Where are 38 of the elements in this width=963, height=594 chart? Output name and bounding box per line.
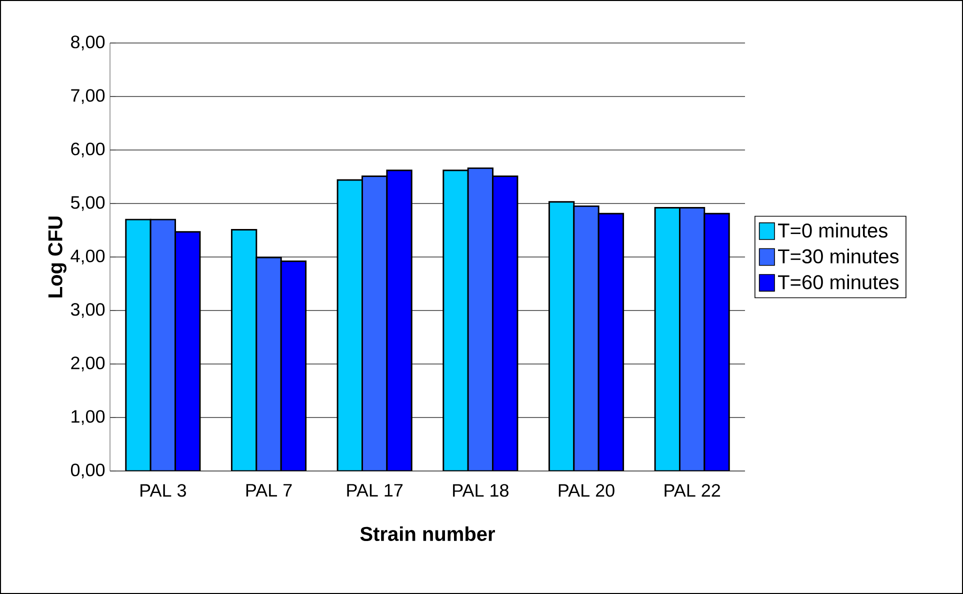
bar [280, 260, 307, 471]
y-tick-label: 3,00 [70, 303, 105, 318]
bar [442, 170, 469, 471]
x-axis-title: Strain number [360, 526, 495, 542]
legend-label: T=0 minutes [778, 222, 888, 238]
bar [386, 170, 412, 471]
bar [704, 212, 730, 471]
x-tick-label: PAL 7 [246, 484, 292, 496]
bar [573, 205, 600, 471]
bar [125, 218, 152, 471]
y-tick-label: 1,00 [72, 410, 105, 425]
y-tick-label: 2,00 [71, 356, 105, 372]
y-tick-label: 4,00 [70, 250, 105, 264]
legend-label: T=30 minutes [778, 248, 899, 264]
y-tick-label: 0,00 [70, 464, 105, 478]
bar [598, 212, 624, 471]
legend-label: T=60 minutes [778, 274, 899, 290]
bar [362, 175, 388, 471]
x-tick-label: PAL 20 [558, 484, 614, 497]
bar [256, 256, 282, 471]
y-tick-label: 6,00 [71, 142, 105, 158]
bar [654, 207, 680, 471]
bar [679, 207, 706, 471]
bar [336, 179, 363, 471]
y-axis-title: Log CFU [48, 216, 66, 298]
y-tick-label: 5,00 [70, 196, 105, 211]
bar [230, 228, 258, 471]
x-tick-label: PAL 22 [664, 484, 720, 497]
x-tick-label: PAL 17 [347, 484, 403, 496]
y-tick-label: 7,00 [71, 89, 105, 104]
bar [492, 175, 518, 471]
x-tick-label: PAL 18 [453, 484, 508, 497]
bar [150, 218, 176, 471]
bar [548, 201, 575, 471]
y-tick-label: 8,00 [71, 36, 105, 50]
bar [174, 231, 201, 471]
bar [467, 167, 494, 471]
x-tick-label: PAL 3 [140, 484, 186, 497]
